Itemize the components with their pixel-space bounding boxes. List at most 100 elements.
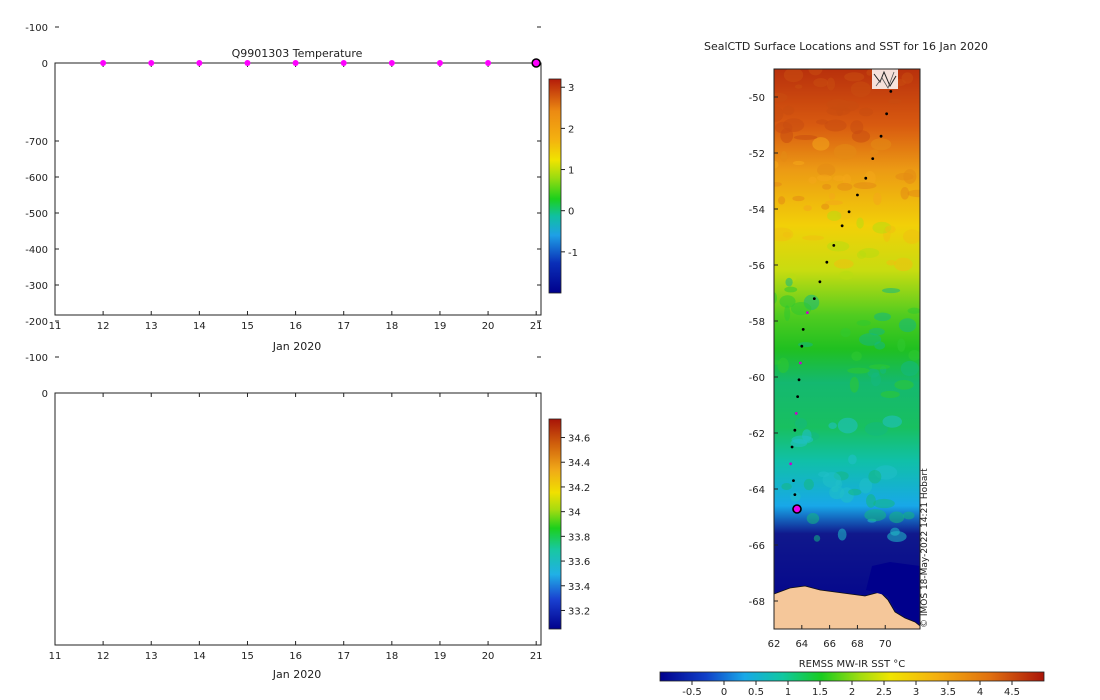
sst-patch — [833, 259, 854, 269]
sst-patch — [774, 292, 778, 304]
salinity-y-tick-label: -500 — [25, 209, 48, 220]
map-y-tick-label: -68 — [749, 597, 765, 608]
map-axes-frame — [773, 68, 921, 630]
temperature-colorbar — [548, 78, 562, 294]
sst-patch — [889, 511, 905, 524]
sst-patch — [850, 81, 871, 98]
salinity-xlabel: Jan 2020 — [272, 668, 321, 681]
track-point — [856, 193, 859, 197]
sst-patch — [818, 471, 830, 478]
salinity-cb-label: 33.4 — [568, 582, 590, 593]
salinity-cb-label: 34.2 — [568, 483, 590, 494]
sst-map-panel: SealCTD Surface Locations and SST for 16… — [659, 40, 1045, 698]
salinity-x-tick-label: 15 — [241, 651, 254, 662]
sst-patch — [859, 107, 874, 117]
sst-patch — [870, 372, 881, 387]
sst-patch — [782, 231, 792, 238]
seal-track — [789, 90, 893, 496]
sst-cb-label: 4 — [977, 687, 983, 698]
salinity-x-tick-label: 20 — [482, 651, 495, 662]
salinity-cb-label: 34.4 — [568, 458, 590, 469]
sst-patch — [868, 364, 891, 370]
sst-patch — [856, 250, 867, 259]
salinity-cb-label: 34 — [568, 508, 581, 519]
sst-patch — [833, 143, 857, 160]
temperature-x-tick-label: 11 — [49, 321, 62, 332]
sst-patch — [816, 119, 829, 125]
salinity-panel: 11 12 13 14 15 16 17 18 19 20 21 0 -100 -200 -300 -400… — [25, 137, 590, 681]
sst-patch — [887, 98, 902, 104]
sst-patch — [782, 105, 795, 116]
sst-patch — [890, 527, 900, 536]
track-point — [792, 479, 795, 482]
sst-patch — [802, 235, 825, 241]
sst-colorbar-ticks: -0.5 0 0.5 1 1.5 2 2.5 3 3.5 4 4.5 — [682, 681, 1020, 698]
temperature-cb-label: 2 — [568, 124, 574, 135]
temperature-cb-label: 0 — [568, 207, 574, 218]
sst-patch — [828, 422, 837, 430]
salinity-x-tick-label: 21 — [530, 651, 543, 662]
sst-patch — [779, 295, 796, 308]
profile-marker — [148, 60, 155, 66]
sst-patch — [806, 513, 820, 525]
sst-patch — [826, 99, 851, 110]
sst-patch — [859, 478, 873, 494]
profile-marker — [292, 60, 299, 66]
sst-patch — [816, 174, 832, 182]
track-point — [790, 445, 794, 449]
track-point — [879, 134, 883, 138]
map-y-tick-label: -60 — [749, 373, 765, 384]
track-point — [825, 260, 829, 264]
temperature-x-tick-label: 14 — [193, 321, 206, 332]
sst-patch — [808, 69, 823, 76]
sst-patch — [870, 138, 892, 151]
track-point — [794, 412, 798, 415]
salinity-colorbar-ticks: 34.6 34.4 34.2 34 33.8 33.6 33.4 33.2 — [561, 434, 590, 617]
sst-patch — [851, 351, 862, 362]
temperature-x-tick-label: 15 — [241, 321, 254, 332]
salinity-x-tick-label: 11 — [49, 651, 62, 662]
temperature-axes-frame — [54, 62, 542, 316]
sst-patch — [784, 286, 798, 293]
map-x-tick-label: 68 — [851, 639, 864, 650]
sst-cb-label: 2 — [849, 687, 855, 698]
sst-patch — [851, 130, 871, 143]
salinity-y-axis: 0 -100 -200 -300 -400 -500 -600 -700 — [25, 137, 541, 400]
salinity-x-tick-label: 14 — [193, 651, 206, 662]
sst-patch — [886, 259, 897, 266]
sst-patch — [774, 160, 779, 169]
map-x-tick-label: 62 — [768, 639, 781, 650]
salinity-y-tick-label: -700 — [25, 137, 48, 148]
sst-cb-label: 4.5 — [1004, 687, 1020, 698]
current-profile-marker — [531, 58, 541, 68]
sst-patch — [894, 257, 913, 272]
antarctic-land — [774, 585, 920, 629]
sst-patch — [780, 150, 788, 163]
sst-patch — [803, 205, 812, 212]
coastal-cold-water — [866, 562, 920, 624]
sst-patch — [903, 229, 920, 244]
temperature-x-tick-label: 17 — [337, 321, 350, 332]
temperature-x-axis: 11 12 13 14 15 16 17 18 19 20 21 — [49, 63, 543, 332]
sst-patch — [833, 175, 846, 182]
track-point — [847, 210, 851, 214]
salinity-cb-label: 33.8 — [568, 532, 590, 543]
temperature-x-tick-label: 20 — [482, 321, 495, 332]
sst-patch — [829, 192, 836, 200]
sst-patch — [792, 160, 805, 166]
sst-patch — [829, 485, 845, 500]
temperature-cb-label: 1 — [568, 166, 574, 177]
sst-patch — [864, 170, 876, 186]
temperature-x-tick-label: 18 — [385, 321, 398, 332]
sst-patch — [774, 92, 788, 103]
sst-patch — [824, 119, 847, 132]
track-point — [832, 244, 836, 247]
sst-patch — [792, 195, 805, 202]
track-point — [871, 157, 875, 161]
sst-cb-label: 2.5 — [876, 687, 892, 698]
sst-patch — [821, 203, 830, 210]
sst-patch — [882, 415, 902, 428]
sst-patch — [840, 327, 851, 338]
map-x-axis: 62 64 66 68 70 — [768, 625, 892, 650]
sst-patch — [782, 118, 805, 132]
